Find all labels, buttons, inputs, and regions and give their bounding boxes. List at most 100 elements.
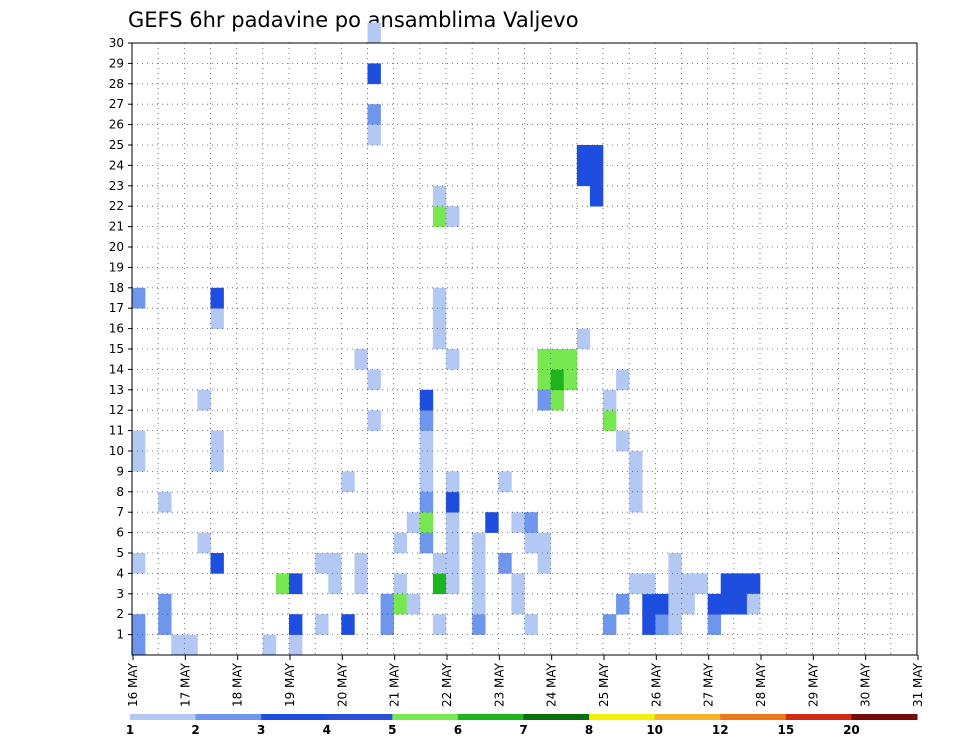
heatmap-cell <box>132 634 146 656</box>
y-tick-label: 6 <box>116 526 124 540</box>
y-tick-label: 12 <box>109 403 124 417</box>
heatmap-cell <box>328 573 342 595</box>
heatmap-cell <box>616 430 630 452</box>
colorbar-tick-label: 2 <box>191 723 199 737</box>
y-tick-label: 26 <box>109 118 124 132</box>
heatmap-cell <box>498 471 512 493</box>
y-tick-label: 14 <box>109 362 124 376</box>
heatmap-cell <box>681 593 695 615</box>
y-tick-label: 29 <box>109 56 124 70</box>
heatmap-cell <box>537 532 551 554</box>
x-tick-label: 24 MAY <box>545 662 559 707</box>
y-tick-label: 21 <box>109 220 124 234</box>
y-tick-label: 17 <box>109 301 124 315</box>
heatmap-cell <box>132 553 146 574</box>
heatmap-cell <box>210 430 224 452</box>
colorbar-segment <box>326 714 393 720</box>
x-tick-label: 23 MAY <box>492 662 506 707</box>
heatmap-cell <box>720 593 735 615</box>
x-tick-label: 18 MAY <box>231 662 245 707</box>
heatmap-cell <box>419 491 434 513</box>
y-tick-label: 8 <box>116 485 124 499</box>
colorbar-segment <box>720 714 787 720</box>
heatmap-cell <box>367 22 381 44</box>
heatmap-cell <box>184 634 198 656</box>
colorbar-segment <box>261 714 328 720</box>
heatmap-cell <box>406 512 421 533</box>
heatmap-cell <box>432 287 447 309</box>
heatmap-cell <box>642 614 656 635</box>
x-tick-label: 20 MAY <box>335 662 349 707</box>
heatmap-cell <box>406 593 421 615</box>
heatmap-cell <box>354 553 368 574</box>
heatmap-cell <box>210 308 224 329</box>
y-tick-label: 1 <box>116 628 124 642</box>
heatmap-cell <box>524 532 538 554</box>
heatmap-cell <box>367 124 381 146</box>
heatmap-cell <box>629 573 643 595</box>
y-tick-label: 18 <box>109 281 124 295</box>
heatmap-cell <box>511 512 525 533</box>
colorbar-segment <box>851 714 918 720</box>
heatmap-cell <box>746 593 761 615</box>
heatmap-cells <box>132 22 761 656</box>
heatmap-cell <box>707 614 722 635</box>
heatmap-cell <box>171 634 185 656</box>
y-tick-label: 27 <box>109 97 124 111</box>
y-tick-label: 9 <box>116 464 124 478</box>
heatmap-cell <box>132 430 146 452</box>
y-tick-label: 24 <box>109 158 124 172</box>
x-tick-label: 21 MAY <box>388 662 402 707</box>
colorbar: 1 2 3 4 5 6 7 8 10 12 15 20 <box>126 714 918 737</box>
heatmap-cell <box>393 573 408 595</box>
heatmap-cell <box>642 573 656 595</box>
heatmap-cell <box>446 471 460 493</box>
heatmap-cell <box>498 553 512 574</box>
heatmap-cell <box>393 593 408 615</box>
heatmap-cell <box>668 573 682 595</box>
heatmap-cell <box>367 63 381 85</box>
colorbar-segment <box>130 714 197 720</box>
x-tick-label: 27 MAY <box>702 662 716 707</box>
heatmap-cell <box>472 593 486 615</box>
heatmap-cell <box>576 328 591 350</box>
heatmap-cell <box>511 573 525 595</box>
heatmap-cell <box>446 553 460 574</box>
colorbar-segment <box>392 714 459 720</box>
heatmap-cell <box>576 145 591 166</box>
colorbar-tick-label: 6 <box>454 723 462 737</box>
heatmap-cell <box>472 553 486 574</box>
heatmap-cell <box>419 451 434 472</box>
heatmap-cell <box>485 512 499 533</box>
heatmap-cell <box>197 389 211 411</box>
heatmap-cell <box>668 593 682 615</box>
heatmap-cell <box>511 593 525 615</box>
heatmap-cell <box>380 593 394 615</box>
heatmap-cell <box>354 573 368 595</box>
heatmap-cell <box>432 553 447 574</box>
heatmap-cell <box>563 369 578 391</box>
y-tick-label: 13 <box>109 383 124 397</box>
heatmap-cell <box>589 145 604 166</box>
x-tick-label: 16 MAY <box>126 662 140 707</box>
heatmap-cell <box>655 614 669 635</box>
heatmap-cell <box>472 614 486 635</box>
heatmap-cell <box>262 634 277 656</box>
y-tick-label: 30 <box>109 36 124 50</box>
gridlines <box>131 42 918 655</box>
heatmap-cell <box>550 349 565 370</box>
colorbar-segment <box>654 714 721 720</box>
y-tick-label: 15 <box>109 342 124 356</box>
colorbar-tick-label: 20 <box>843 723 860 737</box>
heatmap-cell <box>275 573 290 595</box>
heatmap-cell <box>158 593 172 615</box>
heatmap-cell <box>537 553 551 574</box>
heatmap-cell <box>472 573 486 595</box>
heatmap-cell <box>746 573 761 595</box>
heatmap-cell <box>550 369 565 391</box>
heatmap-cell <box>367 410 381 431</box>
heatmap-cell <box>524 614 538 635</box>
heatmap-cell <box>616 593 630 615</box>
y-tick-label: 16 <box>109 322 124 336</box>
heatmap-cell <box>655 593 669 615</box>
